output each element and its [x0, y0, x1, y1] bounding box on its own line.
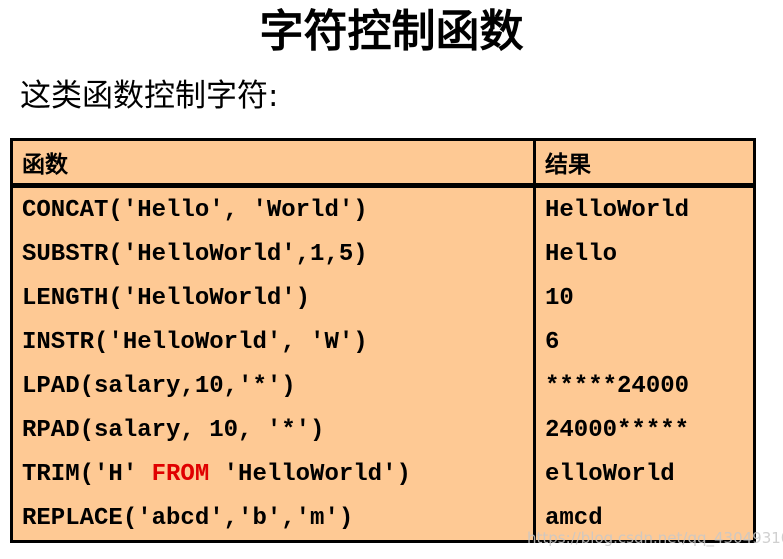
keyword-from: FROM — [151, 460, 210, 488]
function-cell: TRIM('H' FROM 'HelloWorld') — [11, 452, 536, 496]
function-table: 函数 结果 CONCAT('Hello', 'World') HelloWorld… — [10, 138, 756, 543]
table-row: REPLACE('abcd','b','m') amcd — [11, 496, 756, 542]
function-cell: RPAD(salary, 10, '*') — [11, 408, 536, 452]
table-row: LPAD(salary,10,'*') *****24000 — [11, 364, 756, 408]
subtitle: 这类函数控制字符: — [20, 78, 279, 114]
function-cell: LPAD(salary,10,'*') — [11, 364, 536, 408]
function-cell: SUBSTR('HelloWorld',1,5) — [11, 232, 536, 276]
watermark: https://blog.csdn.net/qq_43049310 — [527, 529, 783, 547]
result-cell: 10 — [534, 276, 756, 320]
result-cell: 6 — [534, 320, 756, 364]
result-cell: Hello — [534, 232, 756, 276]
table-row: SUBSTR('HelloWorld',1,5) Hello — [11, 232, 756, 276]
function-cell: CONCAT('Hello', 'World') — [11, 185, 536, 232]
result-cell: 24000***** — [534, 408, 756, 452]
result-cell: elloWorld — [534, 452, 756, 496]
header-result: 结果 — [534, 139, 756, 188]
result-cell: HelloWorld — [534, 185, 756, 232]
function-cell: LENGTH('HelloWorld') — [11, 276, 536, 320]
table-row: CONCAT('Hello', 'World') HelloWorld — [11, 185, 756, 232]
result-cell: *****24000 — [534, 364, 756, 408]
table-row: LENGTH('HelloWorld') 10 — [11, 276, 756, 320]
function-text: TRIM('H' — [22, 460, 152, 488]
table-row: INSTR('HelloWorld', 'W') 6 — [11, 320, 756, 364]
function-text: 'HelloWorld') — [209, 460, 411, 488]
table-row: TRIM('H' FROM 'HelloWorld') elloWorld — [11, 452, 756, 496]
function-cell: INSTR('HelloWorld', 'W') — [11, 320, 536, 364]
page-title: 字符控制函数 — [259, 6, 524, 57]
result-cell: amcd — [534, 496, 756, 542]
table-header-row: 函数 结果 — [11, 139, 756, 188]
header-function: 函数 — [11, 139, 536, 188]
function-cell: REPLACE('abcd','b','m') — [11, 496, 536, 542]
table-row: RPAD(salary, 10, '*') 24000***** — [11, 408, 756, 452]
